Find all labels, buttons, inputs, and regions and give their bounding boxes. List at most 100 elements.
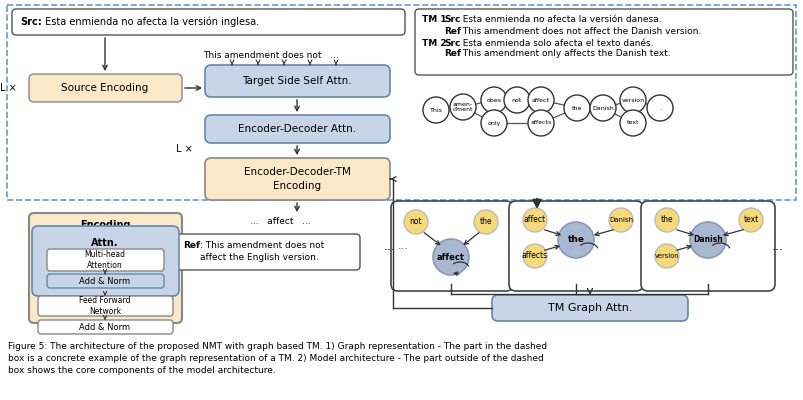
Circle shape <box>522 208 546 232</box>
Text: text: text <box>626 120 638 126</box>
FancyBboxPatch shape <box>491 295 687 321</box>
Text: ...   affect   ...: ... affect ... <box>249 218 310 226</box>
Circle shape <box>619 110 645 136</box>
Text: Ref: Ref <box>443 50 460 58</box>
Text: Figure 5: The architecture of the proposed NMT with graph based TM. 1) Graph rep: Figure 5: The architecture of the propos… <box>8 342 547 351</box>
Text: only: only <box>487 120 500 126</box>
Text: ...: ... <box>771 240 783 252</box>
Text: : This amendment does not: : This amendment does not <box>200 240 324 250</box>
Circle shape <box>738 208 762 232</box>
Text: Encoding: Encoding <box>79 220 130 230</box>
Text: affects: affects <box>530 120 551 126</box>
Text: Src: Src <box>443 16 460 24</box>
FancyBboxPatch shape <box>29 213 181 323</box>
Text: L ×: L × <box>0 83 17 93</box>
FancyBboxPatch shape <box>29 74 181 102</box>
Circle shape <box>480 87 507 113</box>
Text: ...: ... <box>384 240 396 252</box>
FancyBboxPatch shape <box>390 201 512 291</box>
Text: box shows the core components of the model architecture.: box shows the core components of the mod… <box>8 366 275 375</box>
FancyBboxPatch shape <box>205 115 389 143</box>
Text: version: version <box>654 253 679 259</box>
Circle shape <box>474 210 497 234</box>
Circle shape <box>503 87 529 113</box>
Text: not: not <box>410 218 422 226</box>
Text: L ×: L × <box>176 144 193 154</box>
Text: Source Encoding: Source Encoding <box>61 83 149 93</box>
FancyBboxPatch shape <box>47 249 164 271</box>
Circle shape <box>563 95 589 121</box>
Text: Danish: Danish <box>608 217 632 223</box>
Text: Feed Forward
Network: Feed Forward Network <box>79 296 131 316</box>
Text: does: does <box>486 98 501 102</box>
Text: Add & Norm: Add & Norm <box>79 276 130 286</box>
Text: Attn.: Attn. <box>91 238 119 248</box>
Circle shape <box>528 87 553 113</box>
FancyBboxPatch shape <box>38 296 173 316</box>
Text: the: the <box>571 106 581 110</box>
Text: affect: affect <box>437 252 464 262</box>
FancyBboxPatch shape <box>205 65 389 97</box>
Text: the: the <box>660 216 672 224</box>
Circle shape <box>480 110 507 136</box>
Text: TM Graph Attn.: TM Graph Attn. <box>547 303 631 313</box>
Text: Add & Norm: Add & Norm <box>79 322 130 332</box>
Text: TM 1: TM 1 <box>422 16 446 24</box>
Text: Danish: Danish <box>692 236 722 244</box>
Circle shape <box>646 95 672 121</box>
Text: box is a concrete example of the graph representation of a TM. 2) Model architec: box is a concrete example of the graph r… <box>8 354 543 363</box>
Text: Src:: Src: <box>20 17 42 27</box>
Text: amen-
dment: amen- dment <box>452 102 473 112</box>
Text: not: not <box>512 98 521 102</box>
Text: : Esta enmienda no afecta la versión danesa.: : Esta enmienda no afecta la versión dan… <box>456 16 661 24</box>
FancyBboxPatch shape <box>38 320 173 334</box>
Text: Target Side Self Attn.: Target Side Self Attn. <box>242 76 352 86</box>
Text: This amendment does not   ...: This amendment does not ... <box>203 52 338 60</box>
Circle shape <box>403 210 427 234</box>
Text: the: the <box>567 236 584 244</box>
Circle shape <box>654 244 679 268</box>
FancyBboxPatch shape <box>414 9 792 75</box>
Text: Esta enmienda no afecta la versión inglesa.: Esta enmienda no afecta la versión ingle… <box>42 17 259 27</box>
Text: : Esta enmienda solo afecta el texto danés.: : Esta enmienda solo afecta el texto dan… <box>456 38 653 48</box>
Circle shape <box>608 208 632 232</box>
Text: TM 2: TM 2 <box>422 38 446 48</box>
Circle shape <box>589 95 615 121</box>
Text: Multi-head
Attention: Multi-head Attention <box>84 250 125 270</box>
Text: Ref: Ref <box>183 240 200 250</box>
Text: text: text <box>743 216 758 224</box>
Text: the: the <box>479 218 491 226</box>
Text: Encoder-Decoder Attn.: Encoder-Decoder Attn. <box>238 124 356 134</box>
FancyBboxPatch shape <box>47 274 164 288</box>
FancyBboxPatch shape <box>12 9 405 35</box>
Circle shape <box>422 97 448 123</box>
Circle shape <box>522 244 546 268</box>
Text: This: This <box>429 108 442 112</box>
Circle shape <box>450 94 475 120</box>
FancyBboxPatch shape <box>32 226 179 296</box>
Text: Encoding: Encoding <box>272 181 320 191</box>
Text: version: version <box>621 98 644 102</box>
Text: Danish: Danish <box>591 106 613 110</box>
Text: Src: Src <box>443 38 460 48</box>
Circle shape <box>528 110 553 136</box>
Text: Encoder-Decoder-TM: Encoder-Decoder-TM <box>243 167 350 177</box>
Circle shape <box>557 222 593 258</box>
Text: affect: affect <box>524 216 545 224</box>
Text: ...: ... <box>397 241 408 251</box>
Text: : This amendment only affects the Danish text.: : This amendment only affects the Danish… <box>456 50 670 58</box>
Text: affect the English version.: affect the English version. <box>200 252 318 262</box>
Text: Ref: Ref <box>443 26 460 36</box>
Circle shape <box>654 208 679 232</box>
Circle shape <box>619 87 645 113</box>
Text: affect: affect <box>532 98 549 102</box>
Text: affects: affects <box>521 252 548 260</box>
Circle shape <box>689 222 725 258</box>
FancyBboxPatch shape <box>175 234 360 270</box>
Text: .: . <box>658 106 660 110</box>
Circle shape <box>433 239 468 275</box>
FancyBboxPatch shape <box>640 201 774 291</box>
FancyBboxPatch shape <box>205 158 389 200</box>
Text: : This amendment does not affect the Danish version.: : This amendment does not affect the Dan… <box>456 26 700 36</box>
FancyBboxPatch shape <box>508 201 642 291</box>
